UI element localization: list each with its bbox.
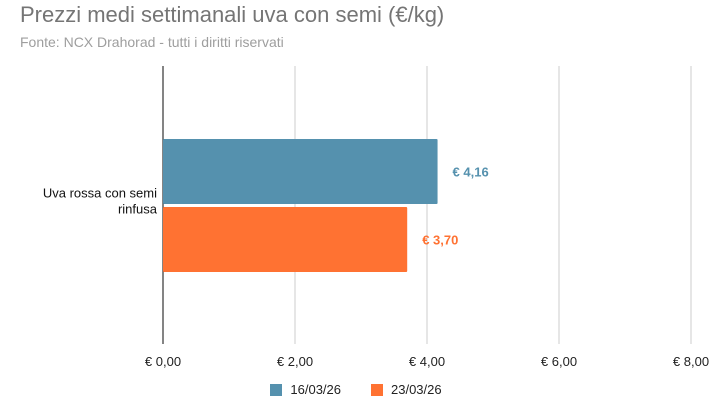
x-tick-label: € 8,00 bbox=[673, 354, 709, 369]
legend-item: 23/03/26 bbox=[371, 382, 442, 397]
bar-16/03/26 bbox=[163, 139, 438, 204]
legend-label: 23/03/26 bbox=[391, 382, 442, 397]
x-tick-label: € 2,00 bbox=[277, 354, 313, 369]
chart-subtitle: Fonte: NCX Drahorad - tutti i diritti ri… bbox=[20, 34, 284, 50]
data-label: € 3,70 bbox=[422, 233, 458, 248]
chart-legend: 16/03/26 23/03/26 bbox=[0, 382, 712, 397]
category-label: Uva rossa con semi rinfusa bbox=[43, 186, 158, 217]
chart-title: Prezzi medi settimanali uva con semi (€/… bbox=[20, 2, 445, 27]
legend-swatch bbox=[371, 383, 383, 396]
legend-label: 16/03/26 bbox=[290, 382, 341, 397]
x-tick-label: € 4,00 bbox=[409, 354, 445, 369]
legend-item: 16/03/26 bbox=[270, 382, 341, 397]
x-tick-label: € 6,00 bbox=[541, 354, 577, 369]
x-tick-label: € 0,00 bbox=[145, 354, 181, 369]
bar-23/03/26 bbox=[163, 207, 408, 272]
data-label: € 4,16 bbox=[453, 165, 489, 180]
legend-swatch bbox=[270, 383, 283, 396]
